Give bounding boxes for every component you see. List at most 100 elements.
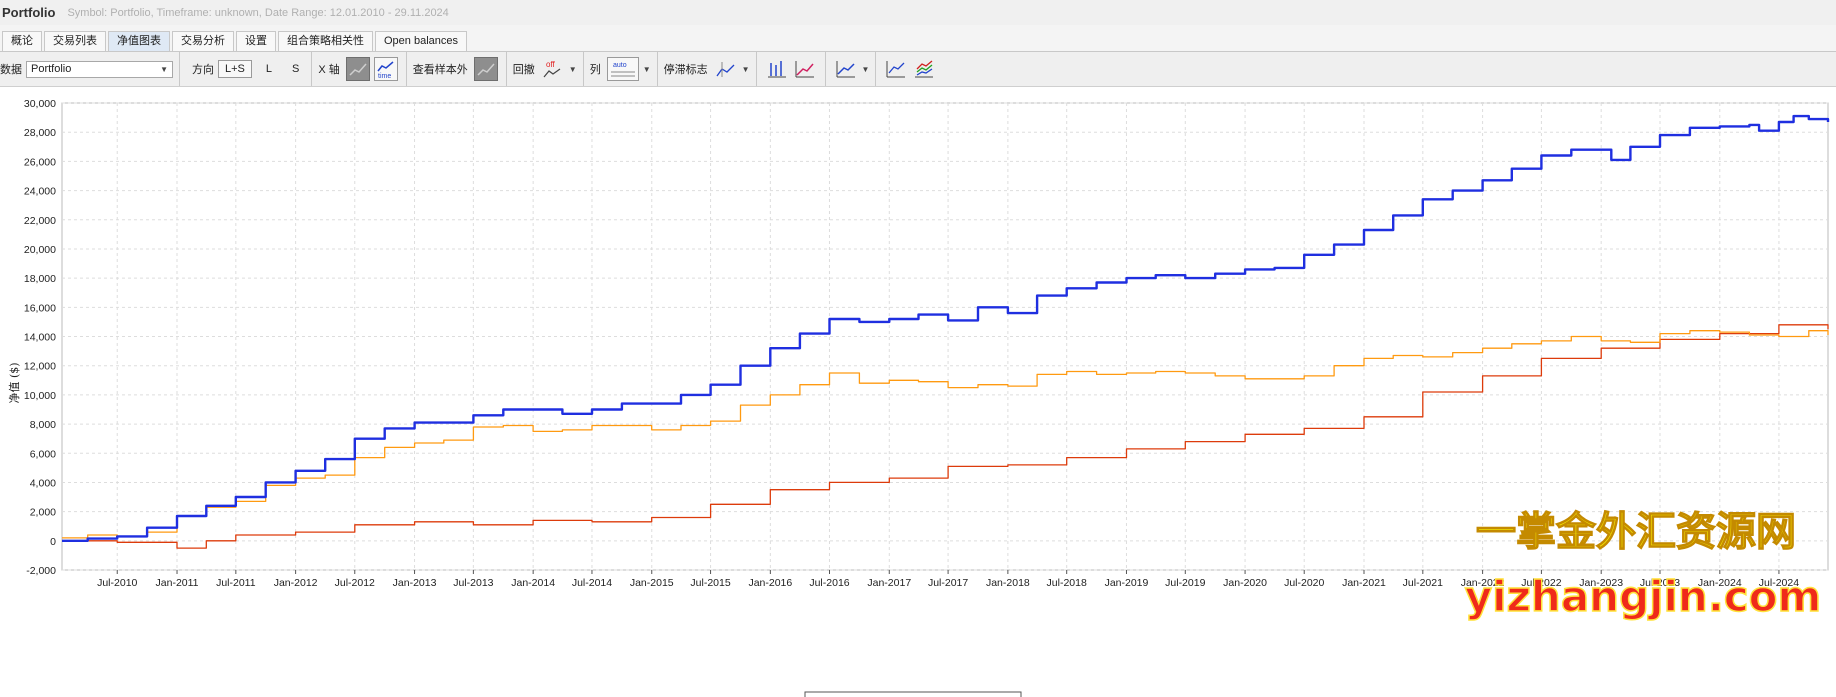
x-axis: Jul-2010 Jan-2011 Jul-2011 Jan-2012 Jul-2012… (97, 570, 1799, 589)
y-tick-label: 18,000 (24, 273, 56, 285)
data-select-value: Portfolio (31, 63, 72, 75)
chevron-down-icon: ▼ (160, 64, 168, 74)
equity-chart-svg: -2,000 0 2,000 4,000 6,000 8,000 10,000 12,000 1… (7, 98, 1830, 697)
y-tick-label: 26,000 (24, 156, 56, 168)
chart-grid (61, 102, 1829, 571)
x-tick-label: Jan-2020 (1223, 577, 1267, 589)
chart-type-group (757, 52, 826, 86)
scroll-handle[interactable] (804, 691, 1022, 697)
series-line-2 (62, 330, 1829, 539)
y-tick-label: 16,000 (24, 302, 56, 314)
out-of-sample-button[interactable] (473, 57, 498, 81)
x-axis-label: X 轴 (318, 64, 340, 76)
y-tick-label: 14,000 (24, 332, 56, 344)
x-tick-label: Jul-2010 (97, 577, 137, 589)
x-axis-trades-button[interactable] (345, 57, 370, 81)
title-bar: Portfolio Symbol: Portfolio, Timeframe: … (0, 0, 1836, 25)
single-series-icon (886, 61, 906, 78)
line-chart-button[interactable] (793, 57, 817, 81)
x-tick-label: Jan-2022 (1461, 577, 1505, 589)
line-chart-icon (795, 61, 814, 78)
y-tick-label: 28,000 (24, 127, 56, 139)
x-tick-label: Jul-2017 (928, 577, 968, 589)
tab-open-balances[interactable]: Open balances (375, 31, 467, 51)
data-select[interactable]: Portfolio ▼ (26, 60, 173, 78)
y-tick-label: 2,000 (30, 507, 56, 519)
x-axis-time-button[interactable]: time (373, 57, 398, 81)
x-tick-label: Jul-2012 (335, 577, 375, 589)
data-label: 数据 (0, 64, 22, 76)
x-tick-label: Jul-2019 (1165, 577, 1205, 589)
column-label: 列 (589, 64, 601, 76)
direction-group: 方向 L+S L S (186, 52, 313, 86)
tab-overview[interactable]: 概论 (2, 31, 42, 51)
data-group: 数据 Portfolio ▼ (0, 52, 180, 86)
tab-portfolio-correlation[interactable]: 组合策略相关性 (278, 31, 373, 51)
series-line-3 (62, 324, 1829, 549)
stagnation-chart-icon (716, 62, 735, 77)
chart-toolbar: 数据 Portfolio ▼ 方向 L+S L S X 轴 time 查看样本外… (0, 52, 1836, 87)
x-tick-label: Jan-2011 (156, 577, 199, 589)
stagnation-group: 停滞标志 ▼ (658, 52, 757, 86)
multi-series-button[interactable] (912, 57, 936, 81)
compare-group (876, 52, 944, 86)
bar-chart-button[interactable] (765, 57, 789, 81)
series-lines (62, 114, 1830, 549)
x-tick-label: Jan-2017 (867, 577, 911, 589)
x-tick-label: Jan-2018 (986, 577, 1030, 589)
series-line-1 (62, 114, 1830, 542)
direction-option-short[interactable]: S (292, 63, 300, 75)
x-tick-label: Jul-2016 (809, 577, 849, 589)
column-dropdown-icon[interactable]: ▼ (642, 64, 651, 74)
chart-line-icon (349, 63, 367, 76)
y-tick-label: 12,000 (24, 361, 56, 373)
equity-chart: -2,000 0 2,000 4,000 6,000 8,000 10,000 12,000 1… (0, 87, 1836, 697)
chart-line-icon (477, 63, 495, 76)
tab-settings[interactable]: 设置 (236, 31, 276, 51)
x-tick-label: Jan-2014 (511, 577, 555, 589)
line-style-dropdown-icon[interactable]: ▼ (861, 64, 870, 74)
y-tick-label: 4,000 (30, 477, 56, 489)
tab-trade-analysis[interactable]: 交易分析 (172, 31, 234, 51)
y-tick-label: 10,000 (24, 390, 56, 402)
out-of-sample-group: 查看样本外 (407, 52, 507, 86)
x-tick-label: Jul-2024 (1759, 577, 1799, 589)
column-group: 列 auto ▼ (584, 52, 658, 86)
line-style-button[interactable] (834, 57, 858, 81)
single-series-button[interactable] (884, 57, 908, 81)
tab-trade-list[interactable]: 交易列表 (44, 31, 106, 51)
y-tick-label: 24,000 (24, 186, 56, 198)
column-auto-button[interactable]: auto (606, 57, 639, 81)
x-tick-label: Jan-2019 (1105, 577, 1149, 589)
drawdown-button[interactable]: off (541, 57, 565, 81)
out-of-sample-label: 查看样本外 (412, 64, 468, 76)
x-tick-label: Jan-2024 (1698, 577, 1742, 589)
x-tick-label: Jul-2021 (1403, 577, 1443, 589)
stagnation-label: 停滞标志 (663, 64, 708, 76)
x-tick-label: Jul-2014 (572, 577, 612, 589)
stagnation-button[interactable] (714, 57, 738, 81)
y-tick-label: 8,000 (30, 419, 56, 431)
drawdown-dropdown-icon[interactable]: ▼ (568, 64, 577, 74)
x-tick-label: Jan-2013 (393, 577, 437, 589)
watermark-cn: 一掌金外汇资源网 (1476, 509, 1796, 555)
drawdown-icon-text: off (546, 60, 556, 69)
x-tick-label: Jul-2011 (216, 577, 256, 589)
direction-option-long-short[interactable]: L+S (218, 60, 252, 78)
column-auto-icon: auto (610, 62, 635, 77)
y-axis-label: 净值 ($) (7, 362, 21, 403)
drawdown-group: 回撤 off ▼ (507, 52, 584, 86)
y-tick-label: 30,000 (24, 98, 56, 110)
tab-equity-chart[interactable]: 净值图表 (108, 31, 170, 51)
bar-chart-icon (767, 61, 786, 78)
direction-option-long[interactable]: L (265, 63, 273, 75)
x-tick-label: Jan-2012 (274, 577, 318, 589)
x-tick-label: Jul-2013 (453, 577, 493, 589)
stagnation-dropdown-icon[interactable]: ▼ (741, 64, 750, 74)
drawdown-label: 回撤 (512, 64, 535, 76)
watermark-url: yizhangjin.com (1465, 572, 1822, 621)
multi-series-icon (915, 60, 934, 78)
x-tick-label: Jul-2015 (690, 577, 730, 589)
x-tick-label: Jul-2020 (1284, 577, 1324, 589)
time-chart-icon: time (377, 61, 394, 79)
